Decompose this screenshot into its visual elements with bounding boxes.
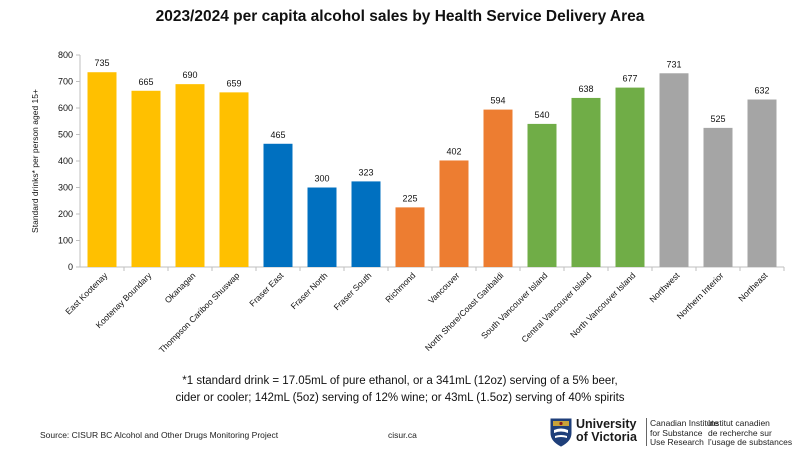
- bar: [747, 99, 777, 268]
- y-tick-label: 200: [58, 209, 73, 219]
- website-url: cisur.ca: [388, 430, 417, 440]
- bar-value-label: 525: [710, 114, 725, 124]
- uvic-cisur-logo: University of Victoria Canadian Institut…: [548, 416, 798, 448]
- bar-value-label: 323: [358, 167, 373, 177]
- category-label: Fraser North: [289, 270, 330, 311]
- bar: [351, 181, 381, 267]
- bar: [483, 109, 513, 267]
- cisur-name-fr: Institut canadien de recherche sur l’usa…: [708, 418, 793, 448]
- category-label: Northeast: [736, 270, 770, 304]
- y-tick-label: 700: [58, 77, 73, 87]
- uvic-line-2: of Victoria: [576, 430, 637, 444]
- y-axis-title: Standard drinks* per person aged 15+: [30, 89, 40, 233]
- bar-value-label: 225: [402, 193, 417, 203]
- bar: [615, 87, 645, 267]
- uvic-wordmark: University of Victoria: [576, 418, 637, 444]
- cisur-fr-line-3: l’usage de substances: [708, 437, 793, 447]
- category-label: North Shore/Coast Garibaldi: [423, 270, 506, 353]
- bar-value-label: 300: [314, 174, 329, 184]
- bar-value-label: 735: [94, 58, 109, 68]
- bar: [439, 160, 469, 267]
- footnote-line-2: cider or cooler; 142mL (5oz) serving of …: [175, 392, 625, 404]
- cisur-fr-line-1: Institut canadien: [708, 418, 770, 428]
- bar: [219, 92, 249, 268]
- bar-value-label: 659: [226, 78, 241, 88]
- bar: [527, 123, 557, 268]
- category-label: Fraser South: [332, 270, 374, 312]
- uvic-crest-icon: [550, 418, 572, 447]
- chart-title: 2023/2024 per capita alcohol sales by He…: [155, 8, 645, 25]
- y-tick-label: 400: [58, 156, 73, 166]
- bar-value-label: 690: [182, 70, 197, 80]
- bar-value-label: 731: [666, 59, 681, 69]
- bar-value-label: 594: [490, 96, 505, 106]
- bar-chart: 0 100 200 300 400 500 600 700 800 Standard drinks…: [30, 50, 785, 355]
- cisur-name-en: Canadian Institute for Substance Use Res…: [650, 418, 719, 448]
- uvic-line-1: University: [576, 417, 637, 431]
- category-label: East Kootenay: [63, 270, 110, 317]
- cisur-en-line-3: Use Research: [650, 437, 704, 447]
- category-label: Richmond: [383, 270, 417, 304]
- y-tick-label: 600: [58, 103, 73, 113]
- bar: [703, 127, 733, 267]
- bar: [571, 97, 601, 268]
- y-tick-label: 0: [68, 262, 73, 272]
- bar-value-label: 632: [754, 86, 769, 96]
- cisur-en-line-1: Canadian Institute: [650, 418, 719, 428]
- bar-value-label: 540: [534, 110, 549, 120]
- cisur-en-line-2: for Substance: [650, 427, 703, 438]
- category-label: Okanagan: [163, 270, 198, 305]
- bar-value-label: 402: [446, 146, 461, 156]
- bar-value-label: 638: [578, 84, 593, 94]
- bar: [131, 90, 161, 268]
- y-tick-label: 500: [58, 130, 73, 140]
- y-tick-label: 800: [58, 50, 73, 60]
- bar: [87, 72, 117, 267]
- category-label: Northwest: [647, 270, 682, 305]
- bar-value-label: 465: [270, 130, 285, 140]
- footnote-line-1: *1 standard drink = 17.05mL of pure etha…: [182, 375, 618, 387]
- category-label: Vancouver: [426, 270, 461, 305]
- source-note: Source: CISUR BC Alcohol and Other Drugs…: [40, 430, 279, 440]
- bar: [175, 84, 205, 268]
- bar: [263, 143, 293, 267]
- bar-value-label: 665: [138, 77, 153, 87]
- cisur-fr-line-2: de recherche sur: [708, 427, 772, 438]
- bar: [659, 73, 689, 267]
- y-tick-label: 100: [58, 236, 73, 246]
- bar: [395, 207, 425, 267]
- category-label: Northern Interior: [675, 270, 726, 321]
- category-label: Thompson Cariboo Shuswap: [157, 270, 242, 355]
- y-tick-label: 300: [58, 183, 73, 193]
- bar-value-label: 677: [622, 74, 637, 84]
- logo-divider: [646, 418, 647, 446]
- bar: [307, 187, 337, 267]
- category-label: Fraser East: [247, 270, 286, 309]
